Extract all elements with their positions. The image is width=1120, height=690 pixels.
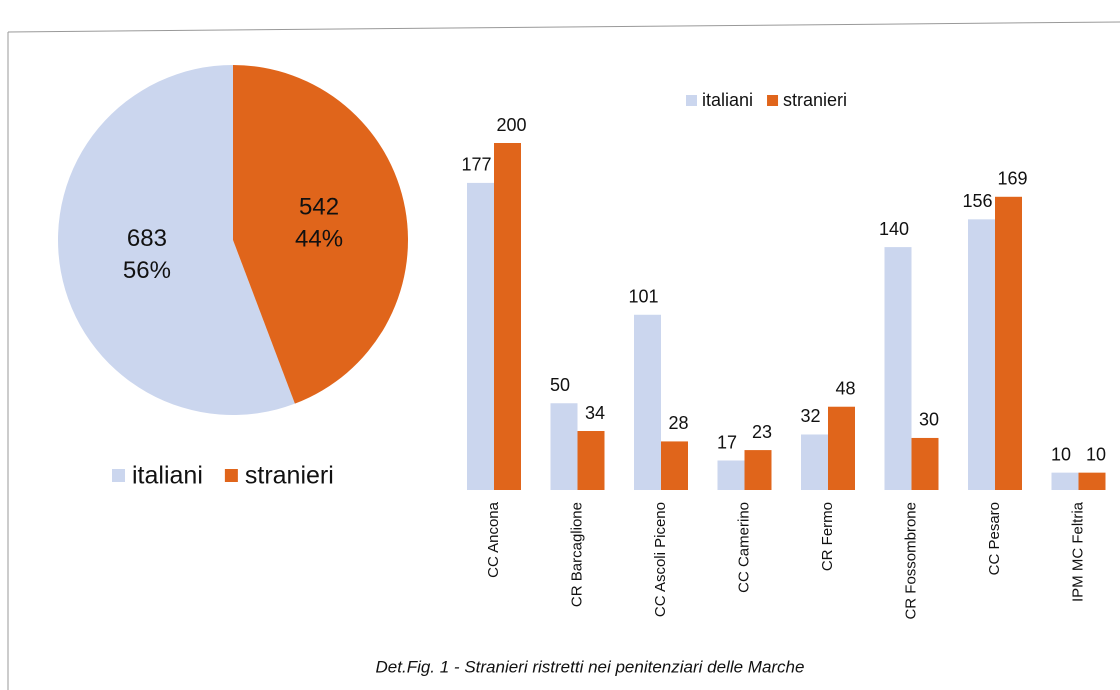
value-label: 28 (668, 413, 688, 433)
value-label: 30 (919, 410, 939, 430)
bar (1051, 472, 1079, 490)
legend-label: italiani (132, 462, 203, 490)
legend-swatch (224, 469, 238, 482)
value-label: 48 (835, 378, 855, 398)
pie-slice (233, 65, 408, 404)
value-label: 200 (496, 115, 526, 135)
frame (7, 21, 1120, 33)
value-label: 169 (997, 169, 1027, 189)
bar (911, 437, 939, 490)
slice-value: 683 (127, 225, 167, 252)
x-tick-label: CR Barcaglione (568, 502, 585, 607)
value-label: 177 (461, 155, 491, 175)
bar (467, 182, 494, 490)
x-tick-label: IPM MC Feltria (1069, 501, 1086, 602)
slice-value: 542 (299, 194, 339, 221)
value-label: 50 (550, 375, 570, 395)
value-label: 32 (800, 406, 820, 426)
legend-swatch (767, 95, 779, 106)
bar (661, 441, 688, 490)
x-tick-label: CR Fossombrone (902, 502, 919, 620)
bar (550, 403, 578, 490)
bar (828, 406, 855, 490)
bar (494, 143, 521, 490)
x-tick-label: CC Ascoli Piceno (652, 502, 669, 617)
bar (1078, 472, 1106, 490)
legend-label: italiani (702, 90, 753, 110)
x-tick-label: CC Pesaro (986, 502, 1003, 575)
slice-percent: 44% (295, 226, 343, 253)
bar (717, 460, 745, 490)
value-label: 10 (1051, 444, 1071, 464)
bar (577, 431, 605, 490)
pie-slice (57, 65, 295, 416)
value-label: 10 (1086, 444, 1106, 464)
bar (744, 450, 772, 490)
legend-label: stranieri (245, 462, 334, 490)
x-tick-label: CC Camerino (735, 502, 752, 593)
bar (884, 247, 912, 490)
slice-percent: 56% (123, 257, 171, 284)
value-label: 34 (585, 403, 605, 423)
bar (968, 219, 995, 490)
x-tick-label: CC Ancona (485, 501, 502, 578)
value-label: 156 (962, 191, 992, 211)
x-tick-label: CR Fermo (819, 502, 836, 571)
bar (995, 196, 1022, 490)
bar (801, 434, 828, 490)
value-label: 101 (628, 287, 658, 307)
caption: Det.Fig. 1 - Stranieri ristretti nei pen… (376, 657, 805, 676)
legend-swatch (686, 95, 697, 106)
value-label: 140 (879, 219, 909, 239)
legend-swatch (112, 469, 125, 482)
legend-label: stranieri (783, 90, 847, 110)
value-label: 17 (717, 432, 737, 452)
bar (634, 314, 661, 490)
value-label: 23 (752, 422, 772, 442)
